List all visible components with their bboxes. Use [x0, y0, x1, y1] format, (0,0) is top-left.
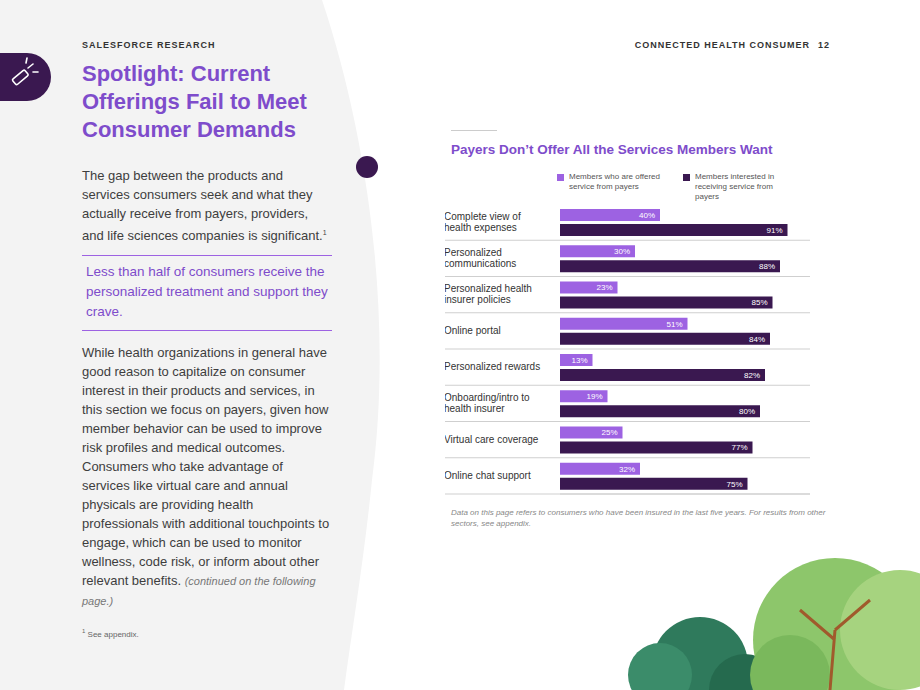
html-text:While health organizations in: While health organizations in general ha… — [82, 345, 330, 608]
svg-text:Virtual care coverage: Virtual care coverage — [445, 434, 539, 445]
svg-text:health expenses: health expenses — [445, 222, 517, 233]
html-text:1See appendix.: 1See appendix. — [82, 628, 139, 639]
svg-text:75%: 75% — [726, 480, 742, 489]
html-text:12: 12 — [818, 40, 830, 50]
svg-text:19%: 19% — [586, 392, 602, 401]
html-text:Spotlight: Current Offerings F: Spotlight: Current Offerings Fail to Mee… — [82, 61, 307, 142]
svg-text:health insurer: health insurer — [445, 403, 505, 414]
html-text:Data on this page refers to co: Data on this page refers to consumers wh… — [451, 508, 826, 528]
svg-text:80%: 80% — [739, 407, 755, 416]
html-text:CONNECTED HEALTH CONSUMER: CONNECTED HEALTH CONSUMER — [634, 40, 810, 50]
svg-text:Online portal: Online portal — [445, 325, 501, 336]
svg-text:84%: 84% — [749, 335, 765, 344]
svg-text:51%: 51% — [666, 320, 682, 329]
svg-text:85%: 85% — [751, 298, 767, 307]
svg-text:82%: 82% — [744, 371, 760, 380]
svg-text:Onboarding/intro to: Onboarding/intro to — [445, 392, 530, 403]
html-text:1: 1 — [322, 229, 327, 236]
svg-text:Personalized health: Personalized health — [445, 283, 532, 294]
svg-text:Complete view of: Complete view of — [445, 211, 521, 222]
svg-text:23%: 23% — [596, 283, 612, 292]
svg-text:Personalized: Personalized — [445, 247, 502, 258]
svg-text:insurer policies: insurer policies — [445, 294, 511, 305]
svg-text:88%: 88% — [759, 262, 775, 271]
svg-text:communications: communications — [445, 258, 516, 269]
html-text:Members who are offered servic: Members who are offered service from pay… — [569, 172, 660, 191]
html-text:Payers Don’t Offer All the Ser: Payers Don’t Offer All the Services Memb… — [451, 142, 773, 157]
svg-text:32%: 32% — [619, 465, 635, 474]
html-text:Members interested in receivin: Members interested in receiving service … — [695, 172, 775, 201]
html-text:Less than half of consumers re: Less than half of consumers receive the … — [86, 264, 328, 320]
html-text:The gap between the products a: The gap between the products and service… — [82, 168, 323, 244]
svg-text:77%: 77% — [731, 443, 747, 452]
svg-text:30%: 30% — [614, 247, 630, 256]
html-text:SALESFORCE RESEARCH: SALESFORCE RESEARCH — [82, 40, 216, 50]
svg-text:40%: 40% — [639, 211, 655, 220]
svg-text:13%: 13% — [571, 356, 587, 365]
svg-text:91%: 91% — [766, 226, 782, 235]
svg-text:Online chat support: Online chat support — [445, 470, 531, 481]
svg-text:25%: 25% — [601, 428, 617, 437]
svg-text:Personalized rewards: Personalized rewards — [445, 361, 540, 372]
